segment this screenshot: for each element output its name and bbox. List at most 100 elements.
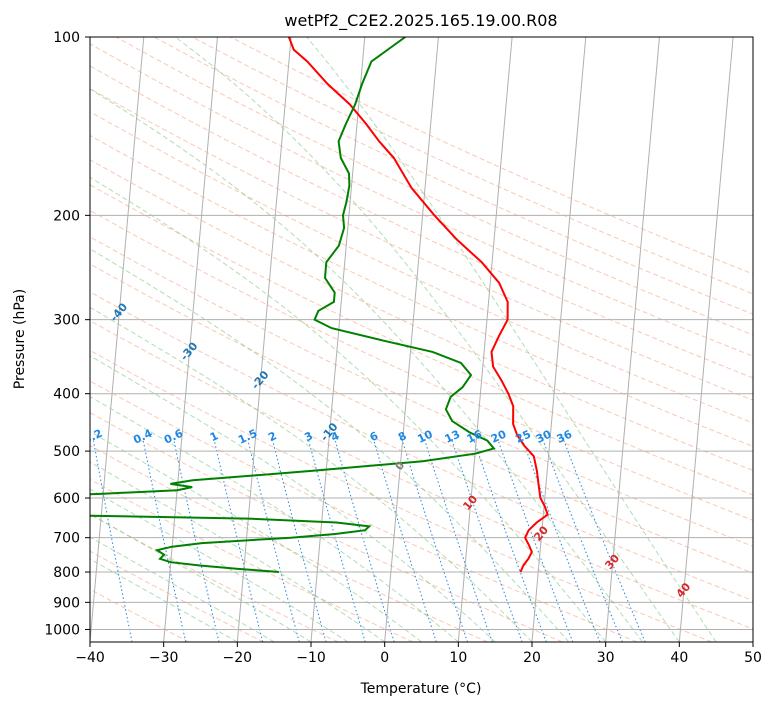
x-tick-label: 30 [597,650,615,666]
y-tick-label: 100 [53,30,80,46]
dry-adiabat [90,65,753,379]
y-tick-label: 800 [53,565,80,581]
mixing-ratio-label: 13 [443,428,462,446]
x-tick-label: 50 [744,650,762,666]
y-tick-label: 600 [53,491,80,507]
dry-adiabat [153,37,753,315]
x-tick-label: 40 [670,650,688,666]
x-tick-label: 20 [523,650,541,666]
moist-adiabat [90,488,349,642]
isotherm-label: -30 [178,339,201,363]
isotherm-line [457,37,513,642]
dry-adiabat [90,349,712,642]
moist-adiabat [90,461,385,642]
x-tick-label: 10 [449,650,467,666]
isotherm-label: -40 [108,300,131,324]
x-tick-label: −10 [296,650,326,666]
isotherm-line [605,37,660,642]
x-axis-title: Temperature (°C) [360,681,482,697]
y-tick-label: 200 [53,208,80,224]
mixing-ratio-label: 30 [534,427,554,445]
mixing-ratio-line [142,440,187,642]
dry-adiabat [90,87,753,401]
dry-adiabat [90,43,753,357]
moist-adiabat [90,536,275,642]
mixing-ratio-label: 4 [329,429,342,444]
dry-adiabat [90,159,753,471]
mixing-ratio-label: 36 [555,427,575,445]
moist-adiabat [90,396,459,642]
mixing-ratio-label: 0.6 [162,427,185,447]
dry-adiabat [90,236,753,547]
dry-adiabat [90,291,753,602]
mixing-ratio-line [173,440,220,642]
y-tick-label: 900 [53,595,80,611]
dry-adiabat [90,111,753,424]
dry-adiabat [90,588,190,642]
y-tick-label: 1000 [44,622,80,638]
mixing-ratio-line [92,440,133,642]
moist-adiabat [174,37,680,642]
isotherm-label: 0 [392,458,407,472]
mixing-ratio-line [247,440,300,642]
mixing-ratio-label: 16 [465,427,485,445]
moist-adiabat [90,88,643,642]
plot-area: -100-90-80-70-60-50-40-30-20-10010203040… [38,37,753,642]
mixing-ratio-label: 1 [208,429,220,444]
background-lines [90,37,753,642]
mixing-ratio-label: 10 [415,427,435,445]
plot-frame [89,36,754,643]
dry-adiabat [90,444,488,642]
y-tick-label: 400 [53,387,80,403]
isotherm-label: -50 [38,250,61,274]
mixing-ratio-line [563,440,646,642]
x-tick-label: −40 [75,650,105,666]
isotherm-line [163,37,218,642]
isotherm-line [384,37,439,642]
mixing-ratio-label: 2 [266,429,278,444]
grid-lines [90,37,753,642]
mixing-ratio-line [542,440,623,642]
mixing-ratio-line [272,440,327,642]
dry-adiabat [90,263,753,574]
dry-adiabat [115,37,753,336]
x-tick-label: 0 [380,650,389,666]
isotherm-line [531,37,587,642]
dry-adiabat [90,412,563,642]
moist-adiabat [306,37,717,642]
mixing-ratio-label: 0.2 [81,427,104,447]
dry-adiabat [90,209,753,521]
dewpoint-line [90,37,496,573]
mixing-ratio-line [213,440,264,642]
moist-adiabat [90,355,496,642]
dry-adiabat [90,320,753,630]
isotherm-line [752,636,753,642]
mixing-ratio-line [473,440,547,642]
isotherm-label: 40 [674,580,694,600]
mixing-ratio-label: 0.4 [131,427,154,447]
mixing-ratio-label: 6 [368,429,381,444]
y-tick-label: 700 [53,531,80,547]
chart-title: wetPf2_C2E2.2025.165.19.00.R08 [284,11,557,31]
dry-adiabat [90,478,414,642]
mixing-ratio-line [308,440,366,642]
moist-adiabat [90,430,422,642]
isotherm-label: 10 [460,492,480,512]
isotherm-line [310,37,366,642]
y-axis-ticks: 100 200 300 400 500 600 700 800 900 1000 [44,30,90,638]
moist-adiabat [90,306,533,642]
y-axis-title: Pressure (hPa) [12,289,28,389]
mixing-ratio-label: 8 [396,429,408,444]
y-tick-label: 500 [53,444,80,460]
y-tick-label: 300 [53,313,80,329]
dry-adiabat [90,134,753,447]
mixing-ratio-label: 25 [514,428,533,446]
mixing-ratio-line [497,440,574,642]
moist-adiabat [90,176,607,642]
dry-adiabat [90,550,264,642]
moist-adiabat [90,248,570,642]
dry-adiabat [90,184,753,496]
mixing-ratio-line [451,440,523,642]
x-axis-ticks: −40 −30 −20 −10 0 10 20 30 40 50 [75,642,762,666]
